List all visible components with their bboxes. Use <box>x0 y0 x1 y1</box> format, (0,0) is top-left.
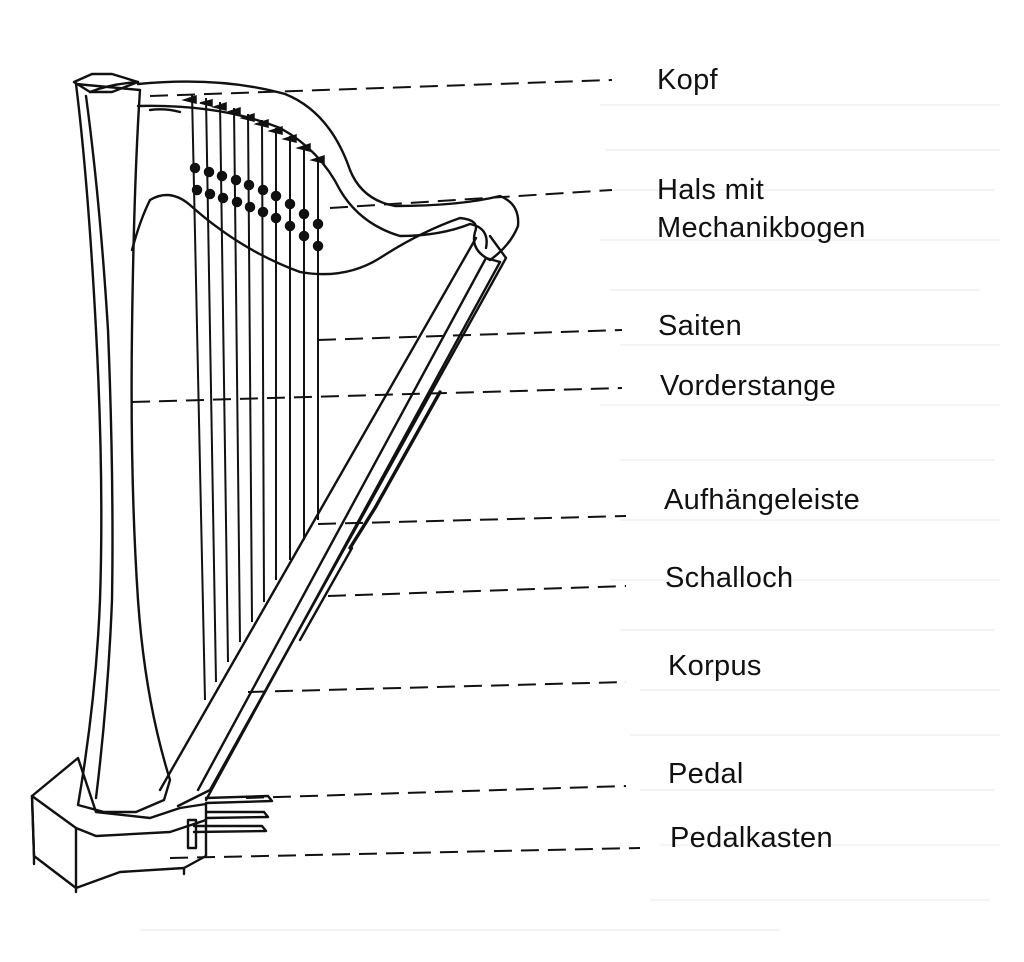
label-saiten: Saiten <box>658 310 743 342</box>
harp-outline <box>30 72 520 894</box>
label-kopf: Kopf <box>657 64 718 96</box>
tuning-mechanism <box>181 94 325 252</box>
string <box>191 93 206 701</box>
string-rib <box>298 390 442 642</box>
label-hals-line1: Hals mit <box>657 174 765 206</box>
string <box>205 97 217 683</box>
pedal-base <box>30 756 208 894</box>
neck <box>130 80 520 276</box>
pedals <box>186 794 274 850</box>
leader-pedalkasten <box>169 847 641 859</box>
leader-korpus <box>247 681 627 693</box>
leader-vorderstange <box>131 387 623 403</box>
label-korpus: Korpus <box>668 650 762 682</box>
label-hals-line2: Mechanikbogen <box>657 212 866 244</box>
body <box>158 234 508 808</box>
leader-schalloch <box>327 585 627 597</box>
paper-show-through <box>140 104 1000 931</box>
leader-hals <box>329 189 613 209</box>
leader-aufhaengeleiste <box>317 515 627 525</box>
string <box>261 119 265 603</box>
pillar <box>74 82 172 814</box>
leader-lines <box>131 79 641 859</box>
leader-pedal <box>245 785 627 799</box>
head <box>72 72 140 94</box>
label-schalloch: Schalloch <box>665 562 794 594</box>
string <box>233 107 241 643</box>
string <box>219 101 229 663</box>
label-aufhaengeleiste: Aufhängeleiste <box>664 484 861 516</box>
label-pedalkasten: Pedalkasten <box>670 822 833 854</box>
leader-saiten <box>317 329 623 341</box>
label-pedal: Pedal <box>668 758 744 790</box>
leader-kopf <box>149 79 613 97</box>
string <box>247 113 253 623</box>
label-vorderstange: Vorderstange <box>660 370 837 402</box>
